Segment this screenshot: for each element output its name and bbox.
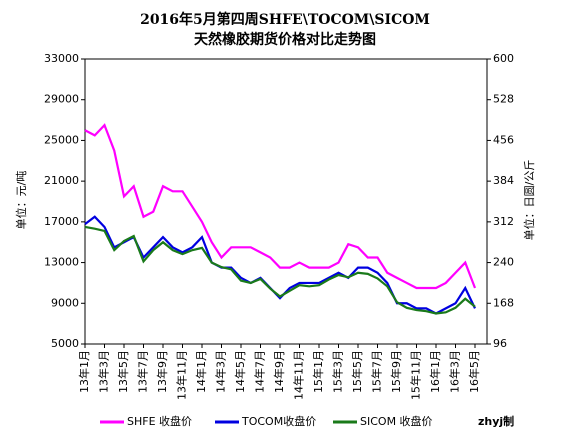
x-tick-label: 15年3月 [331, 350, 345, 393]
x-tick-label: 14年5月 [233, 350, 247, 393]
y-tick-label: 21000 [44, 174, 79, 187]
x-tick-label: 16年1月 [428, 350, 442, 393]
x-tick-label: 13年5月 [116, 350, 130, 393]
y-tick-label: 5000 [51, 337, 79, 350]
chart-subtitle: 天然橡胶期货价格对比走势图 [194, 31, 376, 48]
x-tick-label: 13年1月 [77, 350, 91, 393]
y2-tick-label: 600 [493, 52, 514, 65]
legend-label: SICOM 收盘价 [360, 414, 433, 428]
y2-tick-label: 384 [493, 174, 514, 187]
annotation: zhyj制 [478, 414, 514, 428]
y-tick-label: 29000 [44, 93, 79, 106]
x-tick-label: 13年7月 [136, 350, 150, 393]
x-tick-label: 13年3月 [97, 350, 111, 393]
x-tick-label: 16年5月 [467, 350, 481, 393]
y2-tick-label: 456 [493, 133, 514, 146]
y-tick-label: 13000 [44, 256, 79, 269]
x-tick-label: 15年1月 [311, 350, 325, 393]
y2-tick-label: 312 [493, 215, 514, 228]
series-line [84, 123, 477, 290]
y2-tick-label: 240 [493, 256, 514, 269]
x-tick-label: 15年5月 [350, 350, 364, 393]
x-tick-label: 15年11月 [409, 350, 423, 400]
x-tick-label: 15年7月 [370, 350, 384, 393]
legend-label: TOCOM收盘价 [241, 414, 316, 428]
y2-axis-label: 单位：日圆/公斤 [522, 160, 536, 241]
y2-tick-label: 168 [493, 296, 514, 309]
y2-tick-label: 96 [493, 337, 507, 350]
x-tick-label: 14年9月 [272, 350, 286, 393]
y2-tick-label: 528 [493, 93, 514, 106]
series-line [84, 215, 476, 315]
y-tick-label: 33000 [44, 52, 79, 65]
x-tick-label: 13年11月 [175, 350, 189, 400]
x-tick-label: 14年1月 [194, 350, 208, 393]
series-line [84, 225, 476, 315]
x-tick-label: 13年9月 [155, 350, 169, 393]
x-tick-label: 14年3月 [214, 350, 228, 393]
x-tick-label: 16年3月 [448, 350, 462, 393]
y-tick-label: 17000 [44, 215, 79, 228]
chart-title: 2016年5月第四周SHFE\TOCOM\SICOM [140, 11, 430, 28]
y-axis-label: 单位：元/吨 [14, 171, 28, 230]
plot-frame [84, 58, 488, 345]
x-tick-label: 14年11月 [292, 350, 306, 400]
legend-label: SHFE 收盘价 [127, 414, 192, 428]
x-tick-label: 15年9月 [389, 350, 403, 393]
y-tick-label: 9000 [51, 296, 79, 309]
x-tick-label: 14年7月 [253, 350, 267, 393]
y-tick-label: 25000 [44, 133, 79, 146]
